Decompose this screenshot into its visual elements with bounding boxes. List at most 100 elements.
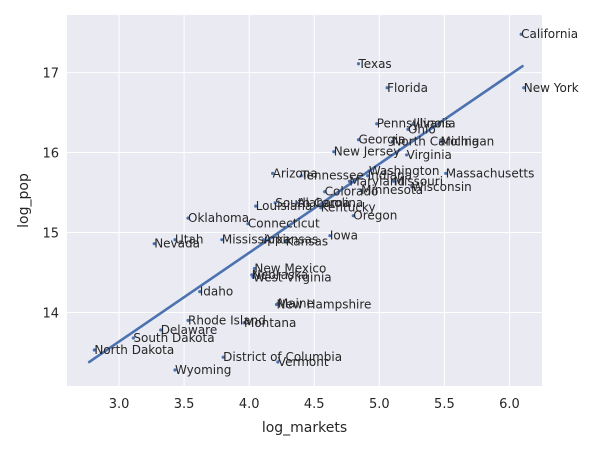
point-label: Nevada [154,237,200,251]
point-label: South Carolina [275,196,363,210]
data-point [410,185,414,189]
point-label: Colorado [325,185,379,199]
data-point [159,328,163,332]
point-label: Idaho [200,285,233,299]
point-label: Rhode Island [188,313,266,327]
y-axis-label: log_pop [16,173,32,228]
point-label: Minnesota [361,183,423,197]
point-label: Louisiana [256,199,313,213]
point-label: Indiana [368,169,412,183]
point-label: Delaware [161,323,218,337]
point-label: Vermont [278,355,329,369]
point-label: Iowa [330,229,358,243]
data-point [438,139,443,143]
point-label: West Virginia [253,270,332,284]
data-point [252,266,256,271]
x-tick-label: 4.0 [239,397,260,412]
data-points [92,32,526,372]
point-label: Maine [278,297,314,311]
data-point [271,171,275,175]
data-point [405,153,409,157]
data-point [246,222,250,226]
data-point [198,290,202,294]
data-point [347,179,351,183]
data-point [366,174,370,178]
point-label: Arizona [273,166,318,180]
data-point [411,122,415,126]
point-label: Kansas [286,234,328,248]
point-label: Maryland [349,174,405,188]
point-label: Pennsylvania [377,117,456,131]
point-label: Kentucky [321,201,376,215]
x-tick-label: 5.0 [369,397,390,412]
data-point [276,360,280,364]
point-label: Nebraska [252,268,309,282]
data-point [273,201,277,205]
data-point [152,242,156,246]
point-label: California [521,27,578,41]
point-label: Wisconsin [412,180,472,194]
data-point [221,355,225,359]
point-label: New Jersey [334,145,401,159]
point-label: Florida [387,81,428,95]
point-label: Georgia [359,133,406,147]
grid-lines [67,15,542,386]
x-tick-label: 3.5 [174,397,195,412]
data-point [375,122,379,126]
point-label: New Hampshire [277,297,372,311]
point-label: Virginia [407,148,452,162]
point-label: North Dakota [94,343,174,357]
data-point [392,179,396,183]
point-label: District of Columbia [223,350,342,364]
point-label: Illinois [413,117,451,131]
data-point [92,348,96,352]
data-point [519,32,523,36]
x-tick-label: 4.5 [304,397,325,412]
data-point [284,239,288,243]
point-label: Utah [175,233,203,247]
data-point [251,275,255,279]
data-point [323,190,327,194]
data-point [351,214,355,218]
point-label: North Carolina [392,134,479,148]
data-point [295,201,299,205]
x-tick-label: 6.0 [499,397,520,412]
data-point [254,204,258,208]
regression-line-group [87,64,524,364]
point-label: Oregon [353,209,397,223]
data-point [220,238,224,242]
point-label: South Dakota [133,331,214,345]
point-label: New York [524,81,579,95]
y-tick-label: 14 [42,306,59,321]
point-label: Alabama [297,196,350,210]
x-tick-label: 5.5 [434,397,455,412]
data-point [131,336,135,340]
point-label: Montana [244,316,296,330]
data-point [444,171,448,175]
point-label: Mississippi [222,233,286,247]
x-axis-label: log_markets [262,420,347,436]
y-tick-label: 15 [42,226,59,241]
data-point [173,238,177,242]
point-label: Washington [369,164,440,178]
point-label: Wyoming [175,363,231,377]
tick-labels: 3.0 3.5 4.0 4.5 5.0 5.5 6.0 14 15 16 17 [42,67,519,412]
data-point [332,150,336,154]
data-point [390,139,394,143]
data-point [319,206,323,210]
data-point [261,238,266,242]
data-point [356,62,361,66]
point-label: Connecticut [248,217,320,231]
data-point [406,127,410,131]
data-point [356,138,361,142]
data-point [186,216,190,220]
point-label: New Mexico [254,261,326,275]
data-point [385,86,389,90]
regression-line [87,64,524,364]
y-tick-label: 17 [42,67,59,82]
data-point [367,169,371,173]
point-labels: California Texas Florida New York Pennsylvan… [94,27,578,377]
point-label: Tennessee [300,169,364,183]
data-point [173,368,177,372]
